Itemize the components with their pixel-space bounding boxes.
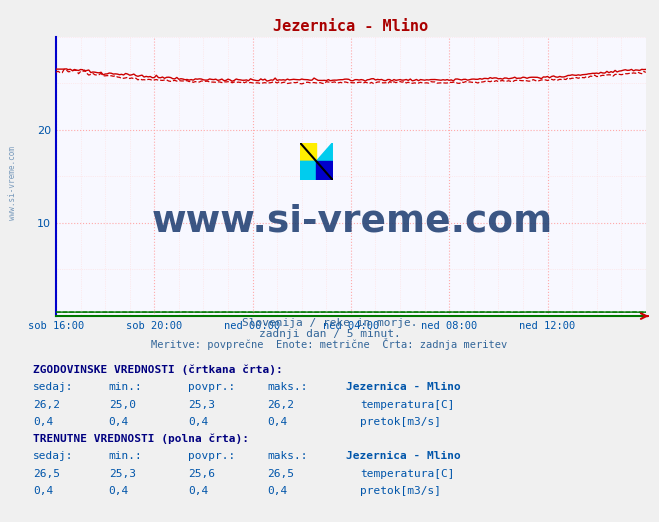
Text: 26,2: 26,2 xyxy=(267,400,294,410)
Text: pretok[m3/s]: pretok[m3/s] xyxy=(360,486,442,496)
Text: Jezernica - Mlino: Jezernica - Mlino xyxy=(346,383,461,393)
Text: 26,5: 26,5 xyxy=(33,469,60,479)
Text: 25,0: 25,0 xyxy=(109,400,136,410)
Text: 26,2: 26,2 xyxy=(33,400,60,410)
Text: 0,4: 0,4 xyxy=(188,486,208,496)
Text: maks.:: maks.: xyxy=(267,383,307,393)
Text: Jezernica - Mlino: Jezernica - Mlino xyxy=(346,452,461,461)
Text: 26,5: 26,5 xyxy=(267,469,294,479)
Text: 25,3: 25,3 xyxy=(188,400,215,410)
Text: maks.:: maks.: xyxy=(267,452,307,461)
Text: pretok[m3/s]: pretok[m3/s] xyxy=(360,417,442,427)
Text: 0,4: 0,4 xyxy=(267,417,287,427)
Text: TRENUTNE VREDNOSTI (polna črta):: TRENUTNE VREDNOSTI (polna črta): xyxy=(33,434,249,444)
Text: temperatura[C]: temperatura[C] xyxy=(360,400,455,410)
Text: 0,4: 0,4 xyxy=(267,486,287,496)
Text: 0,4: 0,4 xyxy=(188,417,208,427)
Bar xyxy=(316,161,333,180)
Text: sedaj:: sedaj: xyxy=(33,383,73,393)
Text: 0,4: 0,4 xyxy=(109,486,129,496)
Text: min.:: min.: xyxy=(109,383,142,393)
Text: povpr.:: povpr.: xyxy=(188,383,235,393)
Text: temperatura[C]: temperatura[C] xyxy=(360,469,455,479)
Text: 0,4: 0,4 xyxy=(109,417,129,427)
Text: ZGODOVINSKE VREDNOSTI (črtkana črta):: ZGODOVINSKE VREDNOSTI (črtkana črta): xyxy=(33,365,283,375)
Text: 0,4: 0,4 xyxy=(33,417,53,427)
Polygon shape xyxy=(300,143,333,180)
Text: zadnji dan / 5 minut.: zadnji dan / 5 minut. xyxy=(258,329,401,339)
Text: 25,3: 25,3 xyxy=(109,469,136,479)
Text: Slovenija / reke in morje.: Slovenija / reke in morje. xyxy=(242,318,417,328)
Text: sedaj:: sedaj: xyxy=(33,452,73,461)
Text: 0,4: 0,4 xyxy=(33,486,53,496)
Text: povpr.:: povpr.: xyxy=(188,452,235,461)
Text: www.si-vreme.com: www.si-vreme.com xyxy=(152,204,553,240)
Text: Meritve: povprečne  Enote: metrične  Črta: zadnja meritev: Meritve: povprečne Enote: metrične Črta:… xyxy=(152,338,507,350)
Title: Jezernica - Mlino: Jezernica - Mlino xyxy=(273,19,428,34)
Bar xyxy=(300,143,316,161)
Text: www.si-vreme.com: www.si-vreme.com xyxy=(8,146,17,220)
Text: min.:: min.: xyxy=(109,452,142,461)
Text: 25,6: 25,6 xyxy=(188,469,215,479)
